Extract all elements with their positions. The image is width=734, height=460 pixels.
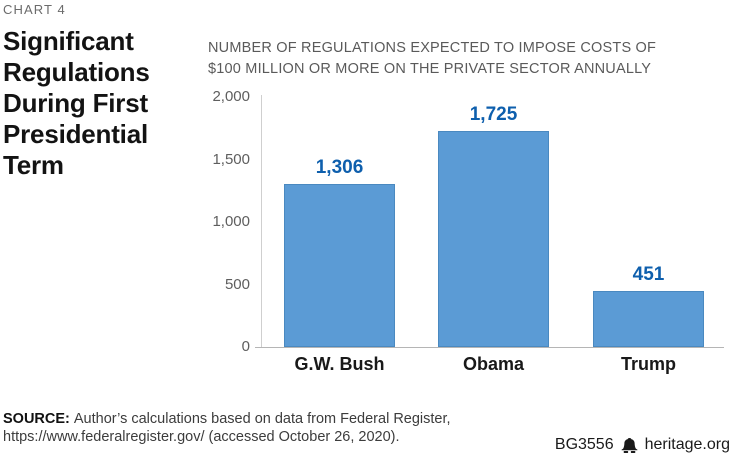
y-axis-tick-label: 2,000: [212, 88, 250, 105]
site-url: heritage.org: [644, 436, 730, 453]
bar-value-label: 1,306: [315, 157, 364, 178]
bar-value-label: 1,725: [469, 104, 518, 125]
chart-subtitle: NUMBER OF REGULATIONS EXPECTED TO IMPOSE…: [208, 38, 708, 80]
x-axis-category-label: Obama: [462, 354, 525, 374]
y-axis-line: [261, 95, 262, 347]
source-line-1: SOURCE: Author’s calculations based on da…: [3, 410, 523, 428]
chart-subtitle-line-1: NUMBER OF REGULATIONS EXPECTED TO IMPOSE…: [208, 40, 657, 56]
source-note: SOURCE: Author’s calculations based on da…: [3, 410, 523, 446]
document-id: BG3556: [554, 436, 614, 453]
source-label: SOURCE:: [3, 411, 70, 427]
chart-subtitle-line-2: $100 MILLION OR MORE ON THE PRIVATE SECT…: [208, 61, 652, 77]
y-axis-tick-label: 1,000: [212, 213, 250, 230]
y-axis-tick-label: 500: [224, 275, 250, 293]
liberty-bell-icon: [621, 437, 637, 453]
x-axis-baseline: [255, 347, 724, 348]
y-axis-tick-label: 0: [241, 338, 250, 355]
bar-value-label: 451: [632, 264, 665, 285]
source-text-1: Author’s calculations based on data from…: [73, 411, 451, 427]
chart-number-label: CHART 4: [3, 2, 66, 17]
bar-obama: [438, 131, 549, 347]
bar-g-w-bush: [284, 184, 395, 347]
bar-trump: [593, 291, 704, 347]
footer-credit: BG3556 heritage.org: [555, 436, 730, 454]
y-axis-tick-label: 1,500: [212, 150, 250, 168]
source-text-2: https://www.federalregister.gov/ (access…: [3, 429, 400, 445]
x-axis-category-label: Trump: [620, 354, 676, 374]
x-axis-category-label: G.W. Bush: [294, 354, 385, 374]
page-title: Significant Regulations During First Pre…: [3, 26, 150, 180]
